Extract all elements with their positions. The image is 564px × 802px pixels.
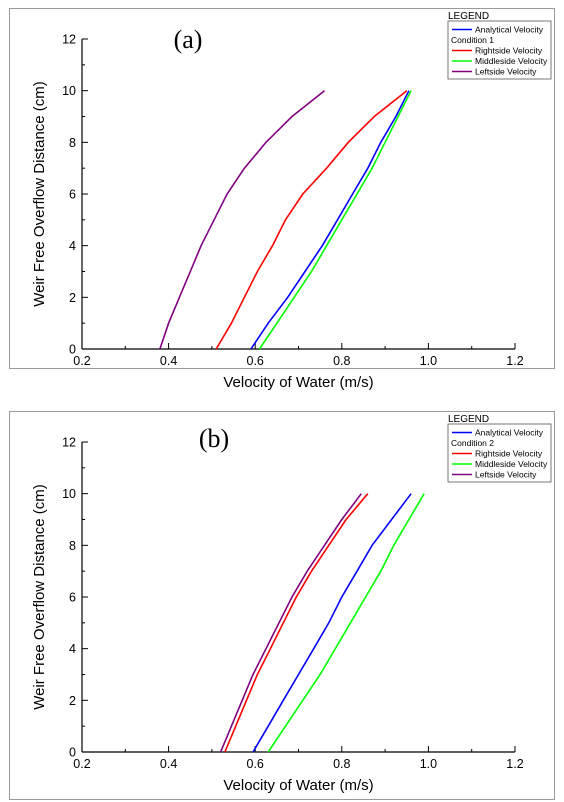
x-tick-label-a-3: 0.8 bbox=[333, 354, 350, 368]
legend-label-b-1: Rightside Velocity bbox=[475, 449, 543, 459]
panel-b-frame bbox=[9, 411, 555, 800]
series-line-a-leftside-velocity bbox=[159, 90, 325, 350]
x-tick-label-b-2: 0.6 bbox=[247, 757, 264, 771]
y-tick-label-a-2: 4 bbox=[69, 239, 76, 253]
series-line-b-middleside-velocity bbox=[267, 493, 425, 753]
y-tick-label-a-6: 12 bbox=[62, 33, 76, 47]
legend-title-a: LEGEND bbox=[448, 11, 489, 22]
y-tick-label-a-3: 6 bbox=[69, 188, 76, 202]
y-tick-label-b-4: 8 bbox=[69, 539, 76, 553]
x-tick-label-a-1: 0.4 bbox=[160, 354, 177, 368]
panel-label-a: (a) bbox=[174, 25, 203, 54]
legend-label-a-3: Leftside Velocity bbox=[475, 67, 537, 77]
series-line-a-analytical-velocity bbox=[250, 90, 410, 350]
y-tick-label-a-0: 0 bbox=[69, 343, 76, 357]
series-line-a-rightside-velocity bbox=[215, 90, 408, 350]
y-tick-label-a-5: 10 bbox=[62, 84, 76, 98]
y-tick-label-a-4: 8 bbox=[69, 136, 76, 150]
x-tick-label-b-0: 0.2 bbox=[73, 757, 90, 771]
series-line-b-rightside-velocity bbox=[224, 493, 369, 753]
series-line-b-analytical-velocity bbox=[252, 493, 412, 753]
legend-condition-a: Condition 1 bbox=[451, 35, 494, 45]
y-tick-label-b-6: 12 bbox=[62, 436, 76, 450]
legend-label-b-3: Leftside Velocity bbox=[475, 470, 537, 480]
x-tick-label-a-0: 0.2 bbox=[73, 354, 90, 368]
legend-title-b: LEGEND bbox=[448, 414, 489, 425]
y-tick-label-a-1: 2 bbox=[69, 291, 76, 305]
series-line-b-leftside-velocity bbox=[219, 493, 362, 753]
y-tick-label-b-0: 0 bbox=[69, 746, 76, 760]
y-tick-label-b-1: 2 bbox=[69, 694, 76, 708]
legend-label-b-2: Middleside Velocity bbox=[475, 459, 548, 469]
panel-label-b: (b) bbox=[199, 424, 229, 453]
x-axis-title-a: Velocity of Water (m/s) bbox=[223, 374, 373, 391]
x-tick-label-b-4: 1.0 bbox=[420, 757, 437, 771]
legend-label-b-0: Analytical Velocity bbox=[475, 428, 544, 438]
legend-label-a-1: Rightside Velocity bbox=[475, 46, 543, 56]
legend-condition-b: Condition 2 bbox=[451, 438, 494, 448]
legend-label-a-2: Middleside Velocity bbox=[475, 56, 548, 66]
x-axis-title-b: Velocity of Water (m/s) bbox=[223, 777, 373, 794]
y-tick-label-b-5: 10 bbox=[62, 487, 76, 501]
x-tick-label-a-5: 1.2 bbox=[506, 354, 523, 368]
panel-a-frame bbox=[9, 8, 555, 369]
y-axis-title-b: Weir Free Overflow Distance (cm) bbox=[31, 484, 48, 710]
series-line-a-middleside-velocity bbox=[258, 90, 412, 350]
y-axis-title-a: Weir Free Overflow Distance (cm) bbox=[31, 81, 48, 307]
x-tick-label-a-4: 1.0 bbox=[420, 354, 437, 368]
chart-b-svg: 0.2 0.4 0.6 0.8 1.0 1.2 0 2 4 6 8 10 12 Velocity of W… bbox=[9, 411, 555, 800]
chart-panel-a: 0.2 0.4 0.6 0.8 1.0 1.2 0 2 4 6 8 10 12 Velocity of W… bbox=[0, 0, 564, 400]
y-tick-label-b-2: 4 bbox=[69, 642, 76, 656]
x-tick-label-b-5: 1.2 bbox=[506, 757, 523, 771]
chart-a-svg: 0.2 0.4 0.6 0.8 1.0 1.2 0 2 4 6 8 10 12 Velocity of W… bbox=[9, 8, 555, 391]
x-tick-label-a-2: 0.6 bbox=[247, 354, 264, 368]
y-tick-label-b-3: 6 bbox=[69, 591, 76, 605]
legend-label-a-0: Analytical Velocity bbox=[475, 25, 544, 35]
chart-panel-b: 0.2 0.4 0.6 0.8 1.0 1.2 0 2 4 6 8 10 12 Velocity of W… bbox=[0, 402, 564, 802]
x-tick-label-b-3: 0.8 bbox=[333, 757, 350, 771]
x-tick-label-b-1: 0.4 bbox=[160, 757, 177, 771]
